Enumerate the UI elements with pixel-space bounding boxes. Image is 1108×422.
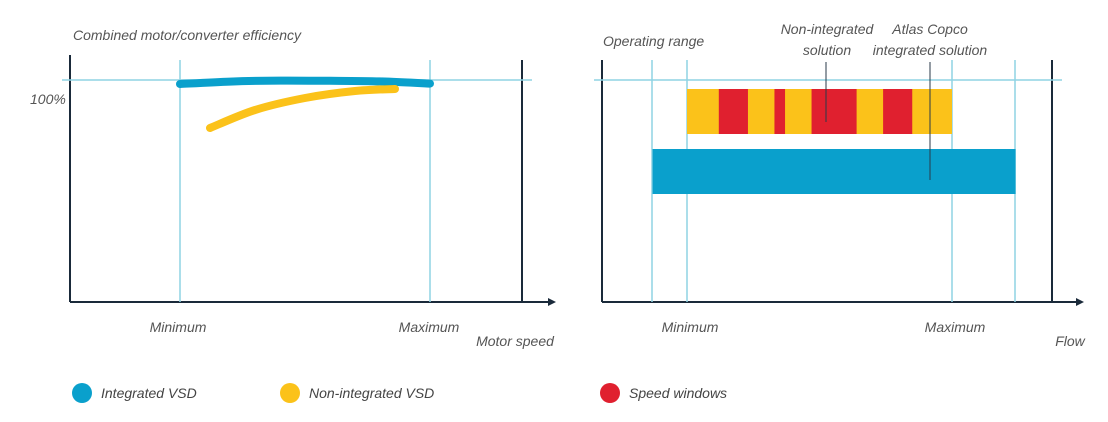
x-axis-arrow	[1076, 298, 1084, 306]
bar-integrated-solution	[652, 149, 1016, 194]
legend-swatch-speed-windows	[600, 383, 620, 403]
annotation-integrated: Atlas Copco integrated solution	[873, 21, 988, 58]
x-tick-minimum: Minimum	[662, 319, 719, 335]
legend-label-speed-windows: Speed windows	[629, 385, 727, 401]
legend-label-integrated-vsd: Integrated VSD	[101, 385, 197, 401]
x-axis-label: Flow	[1055, 333, 1085, 349]
series-non-integrated-vsd-line	[206, 85, 399, 132]
x-axis-arrow	[548, 298, 556, 306]
legend-swatch-integrated-vsd	[72, 383, 92, 403]
left-chart-title: Combined motor/converter efficiency	[73, 27, 302, 43]
legend-swatch-non-integrated-vsd	[280, 383, 300, 403]
operating-range-chart: Operating range Non-integrated solution A…	[594, 21, 1086, 349]
x-axis-label: Motor speed	[476, 333, 555, 349]
right-chart-title: Operating range	[603, 33, 704, 49]
legend-label-non-integrated-vsd: Non-integrated VSD	[309, 385, 434, 401]
legend: Integrated VSD Non-integrated VSD Speed …	[72, 383, 727, 403]
speed-window-2	[774, 89, 786, 134]
annotation-non-integrated: Non-integrated solution	[781, 21, 875, 58]
x-tick-maximum: Maximum	[399, 319, 460, 335]
speed-window-4	[883, 89, 913, 134]
x-tick-minimum: Minimum	[150, 319, 207, 335]
y-tick-100: 100%	[30, 91, 66, 107]
efficiency-chart: Combined motor/converter efficiency 100%…	[30, 27, 556, 349]
speed-window-1	[718, 89, 748, 134]
series-integrated-vsd-line	[176, 76, 434, 88]
speed-window-3	[811, 89, 857, 134]
x-tick-maximum: Maximum	[925, 319, 986, 335]
